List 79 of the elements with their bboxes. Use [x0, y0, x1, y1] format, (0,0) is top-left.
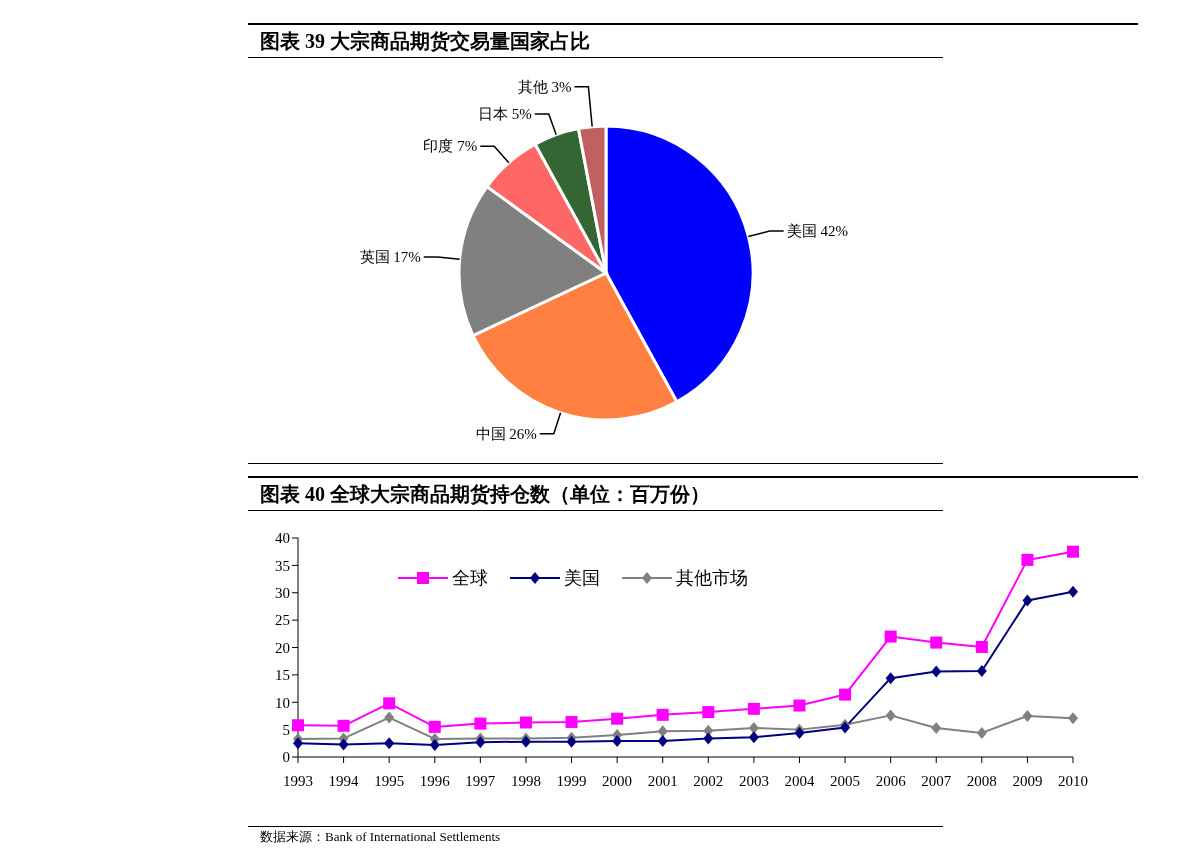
slice-label: 印度 7% [423, 138, 478, 155]
point [1068, 585, 1078, 598]
point [839, 688, 852, 701]
x-tick-label: 2000 [602, 772, 633, 789]
y-tick-label: 40 [275, 530, 290, 547]
x-tick-label: 2003 [738, 772, 769, 789]
slice-label: 美国 42% [786, 222, 848, 239]
point [885, 672, 896, 685]
y-tick-label: 25 [275, 612, 290, 629]
point [748, 731, 759, 744]
point [931, 665, 942, 678]
point [703, 732, 714, 745]
source-note: 数据来源：Bank of International Settlements [260, 828, 501, 846]
point [293, 737, 303, 750]
point [612, 735, 623, 748]
x-tick-label: 2008 [966, 772, 997, 789]
x-tick-label: 1998 [510, 772, 541, 789]
point [930, 636, 943, 649]
point [338, 738, 349, 751]
x-tick-label: 2005 [830, 772, 861, 789]
point [1022, 594, 1033, 607]
legend-label: 全球 [452, 567, 488, 590]
point [428, 720, 441, 733]
point [976, 726, 987, 739]
legend-label: 美国 [564, 567, 600, 590]
point [657, 735, 668, 748]
y-tick-label: 35 [275, 557, 290, 574]
y-tick-label: 30 [275, 585, 290, 602]
x-tick-label: 2010 [1058, 772, 1088, 789]
point [1067, 545, 1079, 558]
x-tick-label: 1997 [465, 772, 496, 789]
point [1068, 712, 1078, 725]
point [702, 706, 715, 719]
point [611, 712, 624, 725]
point [474, 717, 487, 730]
x-tick-label: 1993 [283, 772, 313, 789]
y-tick-label: 15 [275, 667, 290, 684]
chart-title: 图表 40 全球大宗商品期货持仓数（单位：百万份） [248, 478, 943, 511]
point [793, 699, 806, 712]
legend-label: 其他市场 [676, 567, 748, 590]
point [337, 719, 350, 732]
point [475, 736, 486, 749]
x-tick-label: 2009 [1012, 772, 1043, 789]
point [292, 719, 304, 732]
x-tick-label: 2001 [647, 772, 678, 789]
slice-label: 英国 17% [359, 249, 421, 266]
x-tick-label: 1996 [419, 772, 451, 789]
point [1022, 709, 1033, 722]
point [747, 702, 760, 715]
y-tick-label: 20 [275, 639, 290, 656]
chart-title: 图表 39 大宗商品期货交易量国家占比 [248, 25, 943, 58]
point [1021, 553, 1034, 566]
point [429, 738, 440, 751]
x-tick-label: 1994 [328, 772, 360, 789]
x-tick-label: 1995 [374, 772, 405, 789]
y-tick-label: 10 [275, 694, 290, 711]
slice-label: 日本 5% [478, 105, 532, 122]
point [384, 711, 395, 724]
point [656, 708, 669, 721]
point [748, 721, 759, 734]
point [384, 737, 395, 750]
point [884, 630, 897, 643]
slice-label: 中国 26% [475, 425, 537, 442]
slice-label: 其他 3% [517, 78, 572, 95]
point [565, 715, 578, 728]
x-tick-label: 2004 [784, 772, 815, 789]
point [885, 709, 896, 722]
x-tick-label: 2007 [921, 772, 952, 789]
x-tick-label: 2002 [693, 772, 724, 789]
point [976, 665, 987, 678]
y-tick-label: 0 [282, 749, 290, 766]
x-tick-label: 1999 [556, 772, 587, 789]
x-tick-label: 2006 [875, 772, 907, 789]
point [931, 721, 942, 734]
point [975, 640, 988, 653]
point [566, 735, 577, 748]
point [383, 697, 396, 710]
y-tick-label: 5 [282, 721, 290, 738]
point [519, 716, 532, 729]
